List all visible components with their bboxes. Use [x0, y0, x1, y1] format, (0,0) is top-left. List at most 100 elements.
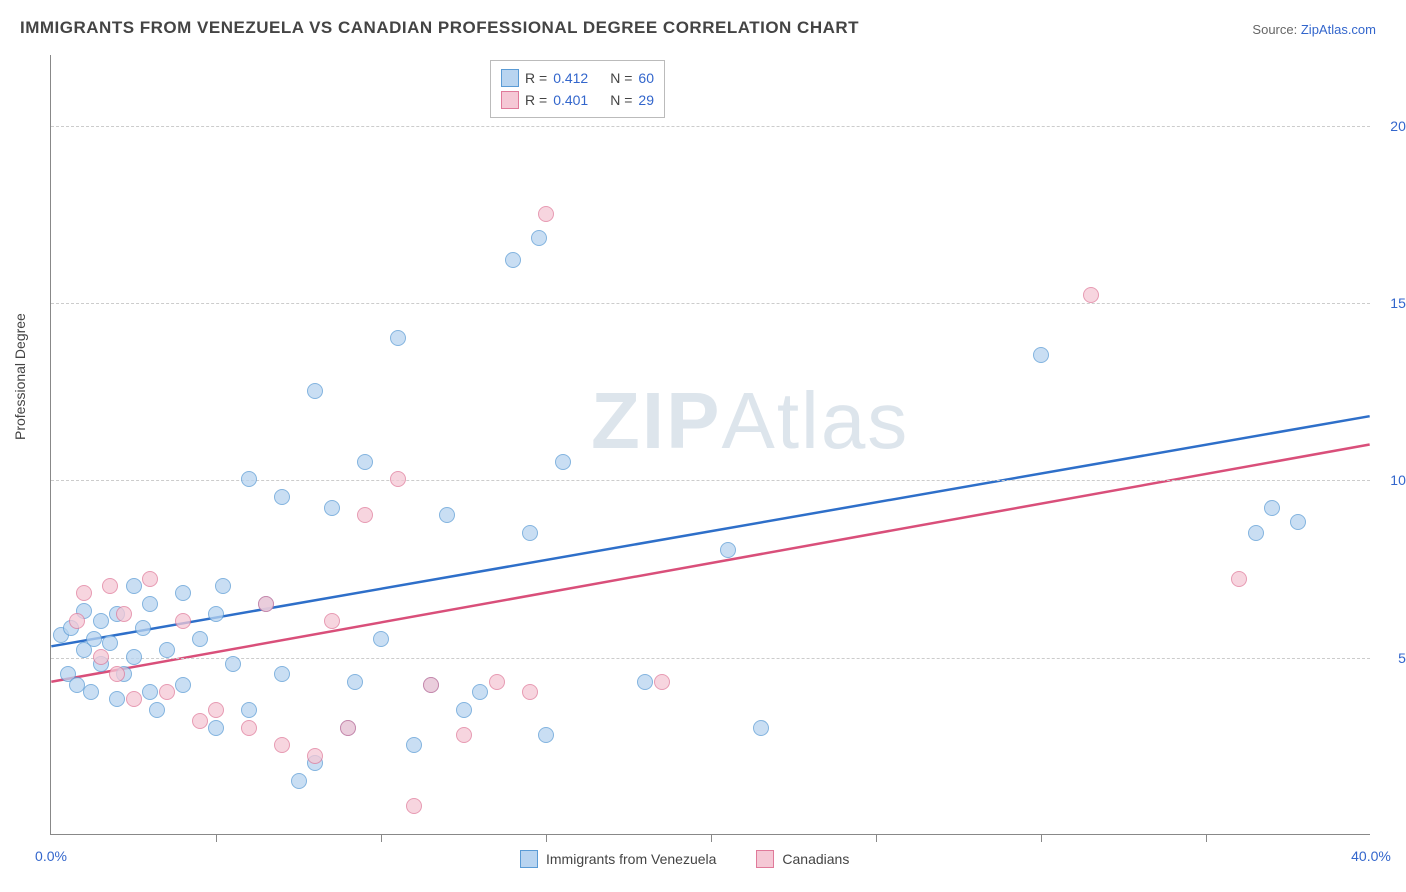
data-point [307, 748, 323, 764]
legend-label: Immigrants from Venezuela [546, 851, 716, 867]
data-point [489, 674, 505, 690]
x-tick [876, 834, 877, 842]
data-point [159, 684, 175, 700]
data-point [116, 606, 132, 622]
data-point [225, 656, 241, 672]
legend-row: R =0.401N =29 [501, 89, 654, 111]
y-tick-label: 5.0% [1398, 650, 1406, 666]
data-point [324, 613, 340, 629]
data-point [531, 230, 547, 246]
data-point [1290, 514, 1306, 530]
data-point [390, 471, 406, 487]
source-link[interactable]: ZipAtlas.com [1301, 22, 1376, 37]
data-point [538, 206, 554, 222]
x-tick-label: 0.0% [35, 848, 67, 864]
data-point [142, 684, 158, 700]
data-point [406, 737, 422, 753]
data-point [208, 702, 224, 718]
legend-label: Canadians [782, 851, 849, 867]
data-point [406, 798, 422, 814]
y-axis-title: Professional Degree [12, 313, 28, 440]
data-point [456, 702, 472, 718]
data-point [347, 674, 363, 690]
data-point [390, 330, 406, 346]
legend-swatch [501, 69, 519, 87]
source-label: Source: [1252, 22, 1297, 37]
data-point [208, 720, 224, 736]
data-point [373, 631, 389, 647]
x-tick [711, 834, 712, 842]
data-point [102, 635, 118, 651]
data-point [159, 642, 175, 658]
data-point [522, 684, 538, 700]
data-point [149, 702, 165, 718]
gridline-h [51, 303, 1370, 304]
data-point [142, 596, 158, 612]
data-point [1083, 287, 1099, 303]
watermark-atlas: Atlas [721, 376, 909, 465]
chart-title: IMMIGRANTS FROM VENEZUELA VS CANADIAN PR… [20, 18, 859, 38]
x-tick [216, 834, 217, 842]
data-point [274, 666, 290, 682]
data-point [307, 383, 323, 399]
data-point [456, 727, 472, 743]
data-point [175, 613, 191, 629]
legend-item: Canadians [756, 850, 849, 868]
data-point [357, 454, 373, 470]
data-point [83, 684, 99, 700]
data-point [175, 585, 191, 601]
gridline-h [51, 126, 1370, 127]
data-point [357, 507, 373, 523]
plot-area: ZIPAtlas 5.0%10.0%15.0%20.0%0.0%40.0% [50, 55, 1370, 835]
data-point [505, 252, 521, 268]
data-point [241, 471, 257, 487]
data-point [126, 691, 142, 707]
data-point [555, 454, 571, 470]
data-point [69, 613, 85, 629]
data-point [215, 578, 231, 594]
data-point [241, 720, 257, 736]
data-point [753, 720, 769, 736]
data-point [538, 727, 554, 743]
data-point [192, 631, 208, 647]
legend-item: Immigrants from Venezuela [520, 850, 716, 868]
data-point [1264, 500, 1280, 516]
trend-line [51, 416, 1369, 646]
n-value: 29 [638, 92, 654, 108]
data-point [423, 677, 439, 693]
data-point [472, 684, 488, 700]
data-point [241, 702, 257, 718]
legend-correlation: R =0.412N =60R =0.401N =29 [490, 60, 665, 118]
x-tick [1206, 834, 1207, 842]
data-point [258, 596, 274, 612]
data-point [324, 500, 340, 516]
data-point [1033, 347, 1049, 363]
data-point [439, 507, 455, 523]
y-tick-label: 15.0% [1390, 295, 1406, 311]
legend-row: R =0.412N =60 [501, 67, 654, 89]
data-point [522, 525, 538, 541]
x-tick [381, 834, 382, 842]
r-value: 0.412 [553, 70, 588, 86]
y-tick-label: 10.0% [1390, 472, 1406, 488]
data-point [126, 578, 142, 594]
data-point [637, 674, 653, 690]
n-value: 60 [638, 70, 654, 86]
data-point [291, 773, 307, 789]
data-point [109, 666, 125, 682]
legend-series: Immigrants from Venezuela Canadians [520, 850, 849, 868]
r-value: 0.401 [553, 92, 588, 108]
data-point [208, 606, 224, 622]
source-attribution: Source: ZipAtlas.com [1252, 22, 1376, 37]
watermark: ZIPAtlas [591, 375, 909, 467]
data-point [93, 649, 109, 665]
y-tick-label: 20.0% [1390, 118, 1406, 134]
gridline-h [51, 658, 1370, 659]
data-point [192, 713, 208, 729]
data-point [654, 674, 670, 690]
legend-swatch [520, 850, 538, 868]
data-point [274, 489, 290, 505]
legend-swatch [756, 850, 774, 868]
x-tick [546, 834, 547, 842]
data-point [86, 631, 102, 647]
